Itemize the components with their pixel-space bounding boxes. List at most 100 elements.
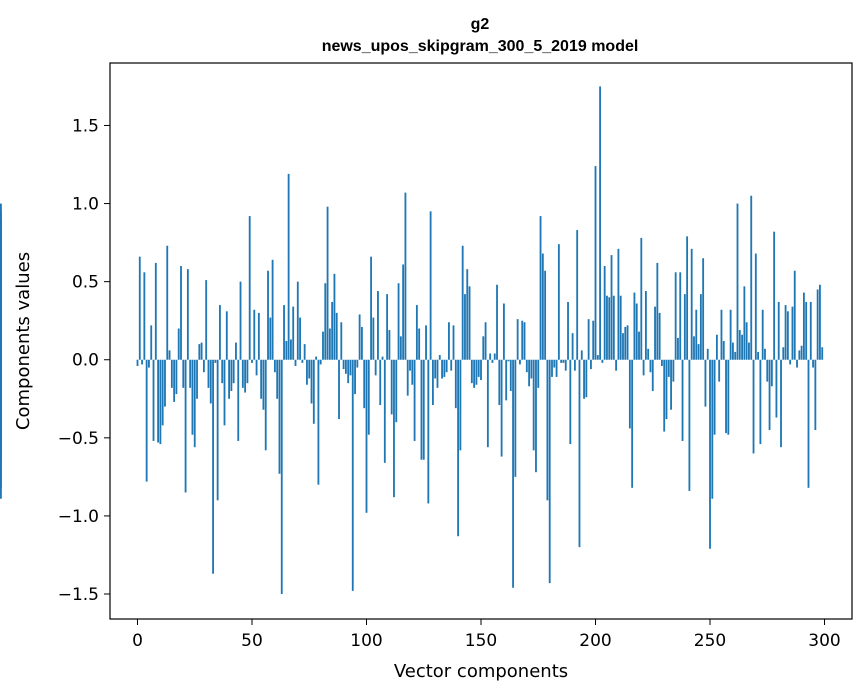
- bar-156: [493, 353, 496, 360]
- bar-234: [672, 359, 675, 382]
- bar-190: [571, 333, 574, 360]
- bar-239: [683, 294, 686, 360]
- bar-125: [422, 359, 425, 460]
- bar-23: [189, 359, 192, 388]
- bar-205: [606, 295, 608, 360]
- bar-131: [436, 359, 439, 388]
- bar-259: [729, 309, 732, 360]
- bar-82: [324, 283, 327, 360]
- bar-80: [319, 359, 322, 365]
- bar-47: [244, 359, 247, 393]
- x-tick-label: 300: [808, 631, 840, 651]
- bar-222: [644, 291, 647, 360]
- bar-110: [388, 330, 391, 360]
- bar-119: [409, 359, 411, 371]
- bar-214: [626, 325, 629, 360]
- bar-204: [603, 266, 606, 360]
- bar-39: [225, 311, 228, 360]
- bar-55: [262, 359, 265, 410]
- y-tick-label: 0.5: [72, 273, 99, 293]
- bar-249: [706, 348, 709, 360]
- bar-65: [285, 341, 288, 360]
- bar-1: [138, 256, 141, 360]
- bar-258: [727, 359, 730, 435]
- bar-227: [656, 262, 659, 360]
- bar-223: [647, 348, 650, 360]
- bar-228: [658, 312, 661, 360]
- bar-165: [514, 359, 517, 477]
- bar-284: [786, 311, 789, 360]
- bar-236: [677, 337, 679, 360]
- bar-118: [406, 359, 409, 396]
- bar-98: [361, 326, 363, 360]
- bar-63: [280, 359, 283, 595]
- bar-102: [370, 256, 372, 360]
- bar-9: [157, 359, 160, 443]
- bar-192: [576, 230, 579, 360]
- bar-136: [448, 322, 450, 360]
- bar-150: [480, 359, 482, 381]
- bar-106: [379, 359, 382, 406]
- bar-269: [752, 359, 755, 454]
- bar-191: [573, 359, 576, 371]
- bar-96: [356, 359, 359, 368]
- bar-130: [434, 359, 437, 379]
- bar-266: [745, 322, 748, 360]
- bar-179: [546, 359, 549, 501]
- bar-27: [198, 344, 201, 360]
- y-axis: −1.5 −1.0 −0.5 0.0 0.5 1.0 1.5: [58, 116, 110, 605]
- bar-209: [615, 359, 618, 371]
- bar-181: [551, 359, 553, 377]
- y-tick-label: 1.0: [72, 195, 99, 215]
- bars-group: [0, 86, 824, 595]
- bar-124: [420, 359, 423, 460]
- bar-46: [241, 359, 244, 388]
- bar-151: [482, 336, 485, 360]
- bar-172: [530, 359, 533, 379]
- bar-167: [519, 359, 521, 365]
- bar-206: [608, 297, 611, 360]
- bar-293: [807, 359, 810, 488]
- bar-184: [557, 244, 560, 360]
- bar-168: [521, 320, 524, 360]
- y-tick-label: 0.0: [72, 351, 99, 371]
- bar-202: [599, 86, 601, 360]
- bar-154: [489, 353, 492, 360]
- bar-12: [164, 359, 166, 407]
- bar-11: [161, 359, 164, 426]
- bar-213: [624, 326, 627, 360]
- bar-171: [528, 359, 531, 387]
- bar-53: [257, 312, 260, 360]
- bar-207: [610, 255, 613, 360]
- x-tick-label: 100: [350, 631, 382, 651]
- bar-13: [166, 245, 169, 360]
- bar-116: [402, 264, 405, 360]
- bar-103: [372, 317, 375, 360]
- bar-264: [741, 334, 743, 360]
- bar-282: [782, 347, 785, 360]
- bar-144: [466, 269, 469, 360]
- bar-101: [367, 359, 370, 435]
- bar-169: [523, 322, 526, 360]
- bar-274: [764, 348, 766, 360]
- bar-160: [502, 303, 505, 360]
- bar-137: [450, 359, 453, 371]
- bar-280: [777, 301, 780, 360]
- bar-84: [328, 328, 331, 360]
- bar-115: [399, 336, 402, 360]
- bar-138: [452, 325, 455, 360]
- bar-194: [580, 350, 583, 360]
- bar-107: [381, 356, 384, 360]
- bar-241: [688, 359, 691, 491]
- bar-99: [363, 359, 366, 409]
- bar-69: [294, 359, 297, 366]
- bar-26: [196, 359, 198, 399]
- bar-189: [569, 359, 572, 445]
- bar-2: [141, 359, 143, 365]
- y-tick-label: −1.5: [58, 585, 99, 605]
- bar-64: [283, 305, 285, 360]
- bar-10: [159, 359, 162, 445]
- bar-155: [491, 359, 494, 363]
- bar-271: [757, 351, 760, 360]
- bar-281: [780, 359, 782, 448]
